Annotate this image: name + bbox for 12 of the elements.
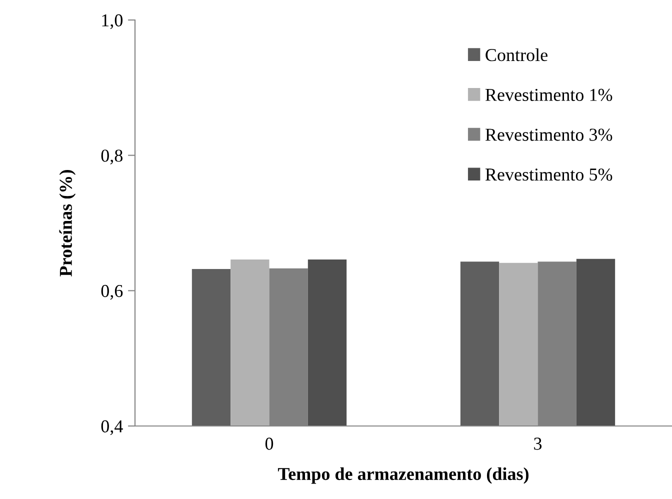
legend-label: Revestimento 5% [485,168,612,181]
x-axis-title: Tempo de armazenamento (dias) [278,467,529,484]
x-tick-label: 3 [534,438,542,450]
legend-label: Revestimento 3% [485,128,612,141]
y-tick-label: 0,4 [101,420,123,436]
legend-label: Controle [486,48,548,62]
y-axis-title: Proteínas (%) [59,170,76,276]
y-tick-label: 1,0 [102,14,123,30]
y-tick-label: 0,6 [101,284,123,300]
y-tick-label: 0,8 [101,150,123,164]
x-tick-label: 0 [265,438,274,450]
legend-label: Revestimento 1% [485,88,612,102]
